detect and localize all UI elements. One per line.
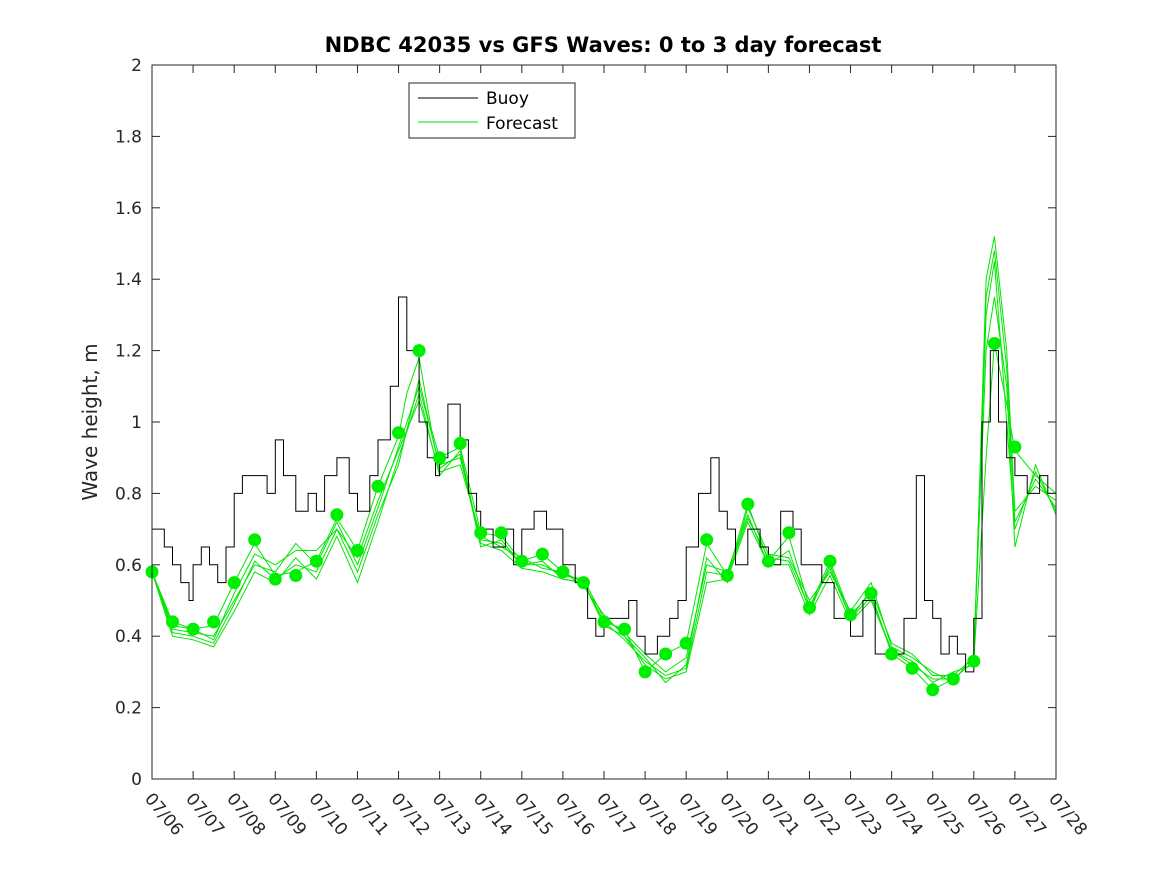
forecast-point (782, 526, 796, 540)
forecast-point (659, 647, 673, 661)
forecast-point (926, 683, 940, 697)
forecast-point (207, 615, 221, 629)
y-tick-label: 1.2 (115, 342, 142, 362)
y-tick-label: 0.4 (115, 627, 142, 647)
forecast-point (453, 436, 467, 450)
forecast-point (494, 526, 508, 540)
forecast-point (309, 554, 323, 568)
forecast-point (987, 337, 1001, 350)
y-tick-label: 1 (131, 413, 142, 433)
forecast-point (761, 554, 775, 568)
y-axis-label: Wave height, m (78, 343, 102, 500)
forecast-point (885, 647, 899, 661)
forecast-point (905, 661, 919, 675)
forecast-point (227, 576, 241, 590)
forecast-point (1008, 440, 1022, 454)
forecast-point (248, 533, 262, 547)
forecast-point (392, 426, 405, 440)
y-tick-label: 1.8 (115, 127, 142, 147)
forecast-point (720, 569, 734, 582)
forecast-point (515, 554, 529, 568)
legend: Buoy Forecast (408, 82, 576, 139)
forecast-point (700, 533, 714, 547)
y-tick-label: 0 (131, 770, 142, 790)
forecast-point (371, 479, 385, 493)
forecast-point (535, 547, 549, 561)
forecast-point (166, 615, 179, 629)
forecast-point (186, 622, 200, 636)
forecast-point (330, 508, 344, 522)
forecast-point (967, 654, 981, 668)
forecast-point (556, 565, 570, 579)
forecast-point (803, 601, 816, 615)
forecast-point (946, 672, 960, 686)
forecast-point (474, 526, 488, 540)
y-tick-label: 2 (131, 56, 142, 76)
forecast-point (412, 344, 426, 358)
forecast-run-line-5 (151, 250, 1057, 680)
data-layer (145, 236, 1057, 697)
legend-buoy-label: Buoy (486, 89, 529, 109)
forecast-point (268, 572, 282, 586)
y-tick-label: 0.6 (115, 556, 142, 576)
y-tick-label: 0.2 (115, 699, 142, 719)
buoy-line (152, 296, 1056, 673)
forecast-point (351, 544, 364, 557)
forecast-point (618, 622, 631, 636)
legend-forecast-label: Forecast (486, 114, 558, 134)
y-tick-label: 1.4 (115, 270, 142, 290)
forecast-point (679, 636, 693, 650)
forecast-point (864, 586, 878, 600)
y-tick-label: 0.8 (115, 484, 142, 504)
forecast-point (597, 615, 611, 629)
forecast-point (433, 451, 447, 465)
forecast-point (741, 497, 755, 511)
forecast-point (823, 554, 837, 568)
forecast-point (289, 569, 303, 582)
forecast-point (844, 608, 857, 622)
forecast-point (638, 665, 652, 679)
y-axis: 0 0.2 0.4 0.6 0.8 1 1.2 1.4 1.6 1.8 2 (115, 56, 1056, 790)
y-tick-label: 1.6 (115, 199, 142, 219)
legend-box (408, 82, 576, 139)
forecast-run-line-4 (151, 296, 1057, 684)
chart-title: NDBC 42035 vs GFS Waves: 0 to 3 day fore… (325, 33, 882, 57)
forecast-point (577, 576, 590, 590)
